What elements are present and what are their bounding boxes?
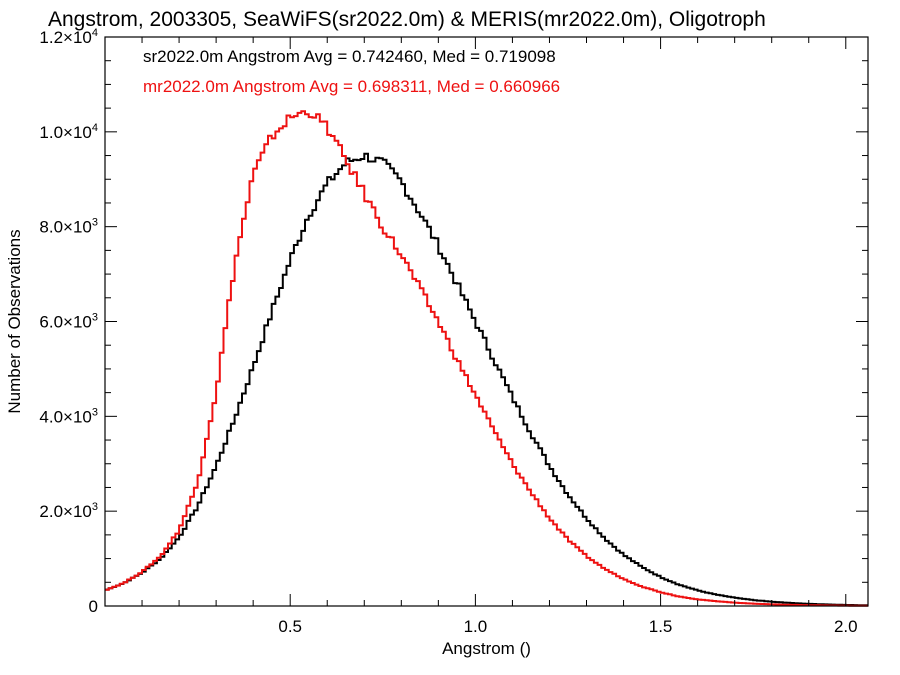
- chart-title: Angstrom, 2003305, SeaWiFS(sr2022.0m) & …: [48, 8, 766, 31]
- y-tick-label: 0: [89, 597, 98, 616]
- y-tick-label: 1.2×104: [39, 27, 98, 47]
- series-layer: [105, 110, 868, 607]
- y-tick-label: 6.0×103: [39, 312, 98, 332]
- y-tick-label: 2.0×103: [39, 501, 98, 521]
- legend-annotations: sr2022.0m Angstrom Avg = 0.742460, Med =…: [143, 47, 560, 96]
- x-tick-label: 2.0: [834, 617, 858, 636]
- y-tick-label: 8.0×103: [39, 217, 98, 237]
- y-axis-label: Number of Observations: [5, 229, 24, 413]
- x-axis-label: Angstrom (): [442, 639, 531, 658]
- x-tick-label: 1.0: [464, 617, 488, 636]
- x-tick-label: 1.5: [649, 617, 673, 636]
- x-tick-label: 0.5: [278, 617, 302, 636]
- histogram-series-line: [105, 110, 868, 607]
- y-axis-ticks: 0 2.0×103 4.0×103 6.0×103 8.0×103 1.0×104 1.2×…: [39, 27, 868, 616]
- y-tick-label: 1.0×104: [39, 122, 98, 142]
- x-axis-ticks: 0.5 1.0 1.5 2.0: [141, 37, 858, 636]
- plot-frame: [104, 36, 869, 607]
- stats-annotation: mr2022.0m Angstrom Avg = 0.698311, Med =…: [143, 77, 560, 96]
- y-tick-label: 4.0×103: [39, 406, 98, 426]
- histogram-series-line: [105, 152, 868, 607]
- stats-annotation: sr2022.0m Angstrom Avg = 0.742460, Med =…: [143, 47, 556, 66]
